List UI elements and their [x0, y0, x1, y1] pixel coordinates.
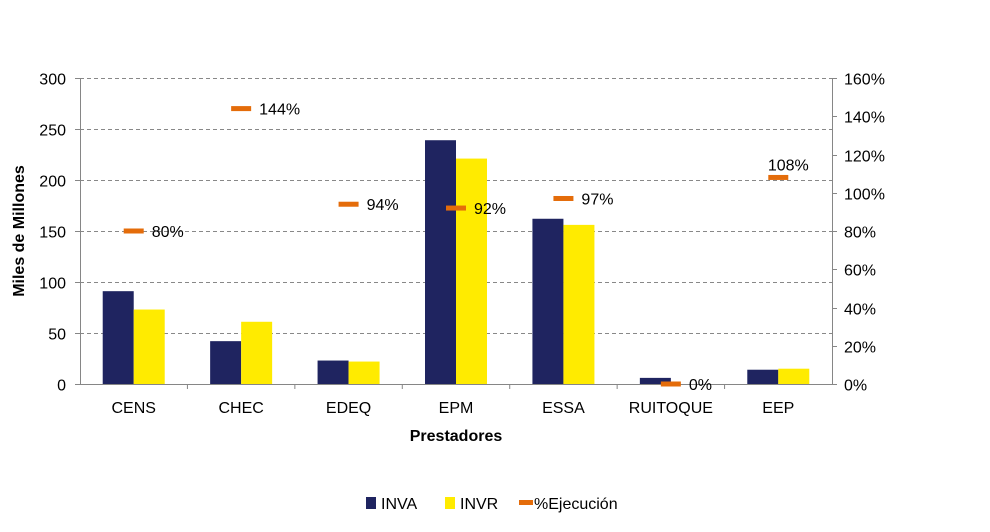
y2-tick-label: 160%	[844, 72, 885, 89]
ejecucion-label-essa: 97%	[581, 191, 613, 208]
ejecucion-marker-edeq	[338, 201, 359, 207]
legend: INVA INVR %Ejecución	[366, 496, 618, 513]
y2-tick-label: 140%	[844, 110, 885, 127]
x-axis-ticks: CENS CHEC EDEQ EPM ESSA RUITOQUE EEP	[111, 384, 794, 417]
ejecucion-label-epm: 92%	[474, 201, 506, 218]
bar-inva-edeq	[317, 360, 349, 384]
x-axis-title: Prestadores	[410, 428, 503, 445]
bar-inva-chec	[210, 341, 242, 384]
y-tick-label: 300	[39, 72, 66, 89]
y2-tick-label: 100%	[844, 187, 885, 204]
bar-invr-essa	[563, 224, 595, 384]
y-axis-ticks: 0 50 100 150 200 250 300	[39, 72, 80, 395]
y2-tick-label: 20%	[844, 340, 876, 357]
legend-swatch-inva	[366, 497, 376, 509]
y-axis-title: Miles de Millones	[11, 165, 28, 297]
ejecucion-marker-chec	[231, 106, 252, 112]
bar-invr-edeq	[348, 361, 380, 384]
bar-invr-cens	[133, 309, 165, 384]
x-tick-label: EDEQ	[326, 400, 371, 417]
gridlines	[80, 78, 832, 334]
y-tick-label: 50	[48, 327, 66, 344]
legend-swatch-invr	[445, 497, 455, 509]
legend-label: INVA	[381, 496, 417, 513]
ejecucion-marker-cens	[123, 228, 144, 234]
ejecucion-label-ruitoque: 0%	[689, 377, 712, 394]
ejecucion-markers: 80% 144% 94% 92% 97% 0% 108%	[123, 102, 809, 394]
bar-inva-ruitoque	[639, 377, 671, 384]
y-tick-label: 150	[39, 225, 66, 242]
bar-inva-cens	[102, 291, 134, 384]
bar-invr-epm	[456, 158, 487, 384]
x-tick-label: RUITOQUE	[629, 400, 713, 417]
ejecucion-label-edeq: 94%	[367, 197, 399, 214]
y-tick-label: 200	[39, 174, 66, 191]
x-tick-label: EEP	[762, 400, 794, 417]
y2-tick-label: 0%	[844, 378, 867, 395]
bar-inva-epm	[425, 140, 456, 384]
x-tick-label: CHEC	[218, 400, 263, 417]
y2-axis-ticks: 0% 20% 40% 60% 80% 100% 120% 140% 160%	[832, 72, 885, 395]
x-tick-label: CENS	[111, 400, 155, 417]
bar-inva-eep	[747, 369, 779, 384]
legend-swatch-ejecucion	[519, 500, 533, 505]
ejecucion-marker-ruitoque	[660, 381, 681, 387]
ejecucion-marker-essa	[553, 195, 574, 201]
bar-invr-chec	[241, 321, 273, 384]
y2-tick-label: 120%	[844, 149, 885, 166]
ejecucion-label-eep: 108%	[768, 157, 809, 174]
y-tick-label: 0	[57, 378, 66, 395]
y2-tick-label: 40%	[844, 302, 876, 319]
y2-tick-label: 80%	[844, 225, 876, 242]
bar-invr-eep	[778, 368, 810, 384]
y2-tick-label: 60%	[844, 263, 876, 280]
ejecucion-label-chec: 144%	[259, 102, 300, 119]
bars	[102, 140, 810, 384]
legend-label: %Ejecución	[534, 496, 618, 513]
y-tick-label: 250	[39, 123, 66, 140]
bar-inva-essa	[532, 218, 564, 384]
ejecucion-marker-epm	[446, 205, 466, 211]
ejecucion-label-cens: 80%	[152, 224, 184, 241]
ejecucion-marker-eep	[768, 174, 789, 180]
y-tick-label: 100	[39, 276, 66, 293]
legend-label: INVR	[460, 496, 498, 513]
x-tick-label: EPM	[439, 400, 474, 417]
x-tick-label: ESSA	[542, 400, 585, 417]
